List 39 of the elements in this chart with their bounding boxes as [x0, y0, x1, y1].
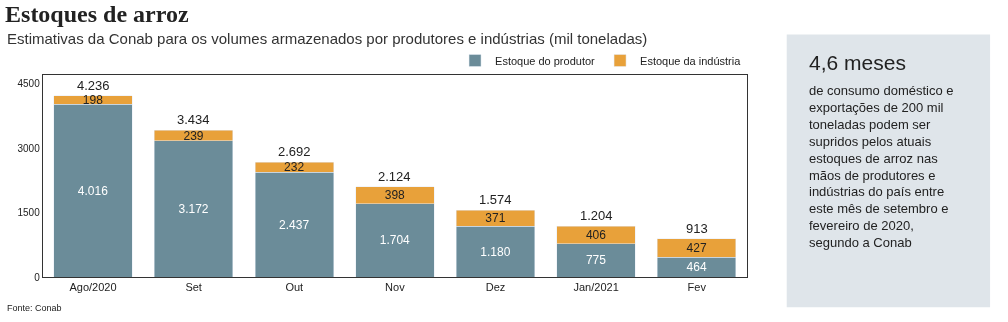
annotation: 2.692 [278, 144, 311, 159]
data-label: 239 [183, 128, 204, 143]
data-label: 406 [585, 227, 607, 242]
data-label: 775 [585, 253, 607, 268]
data-label: 232 [284, 160, 305, 175]
text: 4,6 meses [809, 51, 906, 74]
x-tick-label: Dez [485, 281, 506, 294]
annotation: 4.236 [77, 78, 110, 93]
text: de consumo doméstico e exportações de 200 mil toneladas podem ser supridos pelos atuais estoques de arroz nas mãos de produtores e indústrias do país entre este mês de setembro e fevereiro de 2020, segundo a Conab [809, 83, 954, 251]
data-label: 464 [686, 260, 707, 275]
y-tick-label: 4500 [17, 78, 41, 90]
data-label: 398 [384, 188, 406, 203]
source-note: Fonte: Conab [7, 303, 62, 313]
annotation: 3.434 [177, 112, 210, 127]
x-tick-label: Ago/2020 [69, 281, 117, 294]
annotation: 1.574 [479, 192, 512, 207]
x-tick-label: Nov [385, 281, 406, 294]
y-tick-label: 1500 [17, 207, 41, 219]
annotation: 913 [686, 221, 708, 236]
data-label: 4.016 [77, 183, 109, 198]
data-label: 2.437 [279, 217, 310, 232]
data-label: 198 [82, 93, 104, 108]
chart-title: Estoques de arroz [5, 0, 189, 27]
chart-subtitle: Estimativas da Conab para os volumes armazenados por produtores e indústrias (mil toneladas) [7, 30, 648, 47]
annotation: 1.204 [580, 208, 613, 223]
x-tick-label: Jan/2021 [573, 281, 619, 294]
y-tick-label: 0 [34, 271, 41, 283]
x-tick-label: Fev [687, 281, 707, 294]
data-label: 427 [686, 240, 707, 255]
data-label: 3.172 [178, 201, 209, 216]
data-label: 1.704 [379, 233, 411, 248]
x-tick-label: Set [185, 281, 202, 294]
data-label: 1.180 [480, 244, 511, 259]
x-tick-label: Out [285, 281, 304, 294]
legend-label: Estoque da indústria [640, 54, 742, 67]
annotation: 2.124 [378, 169, 411, 184]
data-label: 371 [485, 211, 506, 226]
y-tick-label: 3000 [17, 142, 41, 154]
legend-label: Estoque do produtor [495, 54, 596, 67]
